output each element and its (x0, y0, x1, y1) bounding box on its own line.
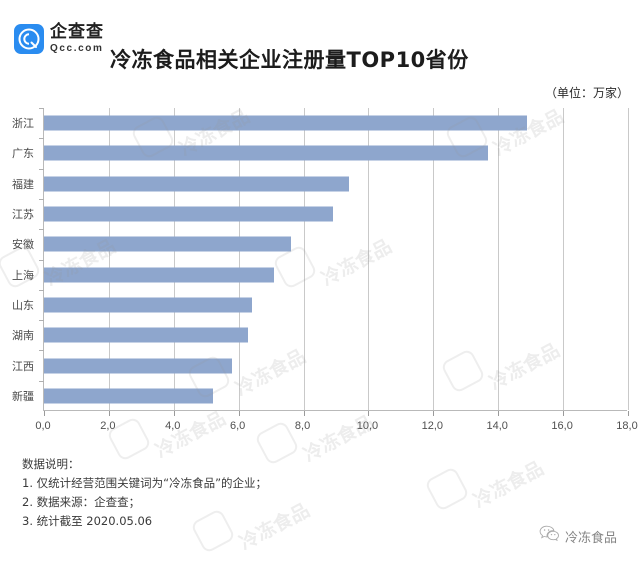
y-axis-tick (39, 229, 44, 231)
y-axis-label: 上海 (12, 268, 34, 282)
gridline (563, 108, 565, 410)
gridline (108, 108, 110, 410)
note-item: 3. 统计截至 2020.05.06 (22, 514, 153, 528)
x-axis-tick (628, 411, 629, 416)
notes-heading: 数据说明： (22, 457, 80, 471)
bar (44, 358, 233, 374)
x-axis-tick-label: 18,0 (616, 420, 638, 432)
y-axis-tick (39, 350, 44, 352)
data-notes: 数据说明： 1. 仅统计经营范围关键词为“冷冻食品”的企业； 2. 数据来源：企… (22, 455, 452, 531)
bar (44, 176, 349, 192)
x-axis-tick-label: 0,0 (35, 420, 51, 432)
chart-header: 企查查 Qcc.com 冷冻食品相关企业注册量TOP10省份 (0, 0, 641, 76)
bar (44, 297, 252, 313)
x-axis-tick (433, 411, 435, 416)
gridline (368, 108, 370, 410)
x-axis-tick (44, 411, 45, 416)
x-axis-tick (108, 411, 110, 416)
qcc-logo-text: 企查查 Qcc.com (50, 24, 104, 54)
y-axis-label: 新疆 (12, 389, 34, 403)
y-axis-tick (39, 138, 44, 140)
y-axis-label: 广东 (12, 147, 34, 161)
y-axis-tick (39, 168, 44, 170)
y-axis-tick (39, 198, 44, 200)
gridline (498, 108, 500, 410)
bar (44, 236, 291, 252)
gridline (433, 108, 435, 410)
y-axis-tick (39, 320, 44, 322)
x-axis-tick-label: 16,0 (551, 420, 573, 432)
x-axis-tick-label: 8,0 (294, 420, 311, 432)
bar (44, 145, 489, 161)
x-axis-tick (498, 411, 500, 416)
y-axis-label: 福建 (12, 177, 34, 191)
wechat-icon (539, 525, 559, 547)
y-axis-tick (39, 108, 44, 109)
x-axis-tick (303, 411, 305, 416)
bar (44, 327, 249, 343)
x-axis-tick (563, 411, 565, 416)
y-axis-label: 江西 (12, 359, 34, 373)
y-axis-label: 江苏 (12, 208, 34, 222)
qcc-logo: 企查查 Qcc.com (14, 24, 104, 54)
y-axis-tick (39, 380, 44, 382)
unit-label: （单位：万家） (544, 86, 629, 100)
watermark-text: 冷冻食品 (469, 457, 548, 513)
x-axis-tick-label: 10,0 (356, 420, 379, 432)
y-axis-labels: 浙江广东福建江苏安徽上海山东湖南江西新疆 (0, 108, 43, 411)
qcc-logo-en: Qcc.com (50, 43, 104, 54)
x-axis-tick-labels: 0,0 2,0 4,0 6,0 8,0 10,0 12,0 14,0 16,0 18,0 (35, 420, 637, 440)
gridline (173, 108, 175, 410)
gridline (303, 108, 305, 410)
bar (44, 267, 275, 283)
y-axis-tick (39, 289, 44, 291)
x-axis-tick (368, 411, 370, 416)
note-item: 2. 数据来源：企查查； (22, 495, 141, 509)
y-axis-label: 山东 (12, 298, 34, 312)
bar (44, 206, 333, 222)
x-axis-tick-label: 14,0 (486, 420, 508, 432)
account-name: 冷冻食品 (564, 530, 617, 546)
page-title: 冷冻食品相关企业注册量TOP10省份 (110, 48, 469, 72)
x-axis-tick (238, 411, 240, 416)
y-axis-label: 湖南 (12, 329, 34, 343)
chart-plot-area: 浙江广东福建江苏安徽上海山东湖南江西新疆 0,0 2,0 4,0 6,0 8,0 10,0… (0, 108, 641, 448)
x-axis-tick-label: 2,0 (100, 420, 116, 432)
x-axis-tick (173, 411, 175, 416)
qcc-logo-icon (14, 24, 44, 54)
y-axis-label: 安徽 (12, 238, 34, 252)
chart-axes (39, 108, 629, 416)
account-signature: 冷冻食品 (539, 525, 617, 547)
gridline (238, 108, 240, 410)
gridline (628, 108, 629, 410)
note-item: 1. 仅统计经营范围关键词为“冷冻食品”的企业； (22, 476, 268, 490)
x-axis-tick-label: 12,0 (421, 420, 444, 432)
bar (44, 115, 528, 131)
x-axis-tick-label: 4,0 (165, 420, 181, 432)
x-axis-tick-label: 6,0 (230, 420, 246, 432)
y-axis-label: 浙江 (12, 117, 34, 131)
y-axis-tick (39, 259, 44, 261)
bar (44, 388, 213, 404)
qcc-logo-cn: 企查查 (50, 22, 104, 42)
